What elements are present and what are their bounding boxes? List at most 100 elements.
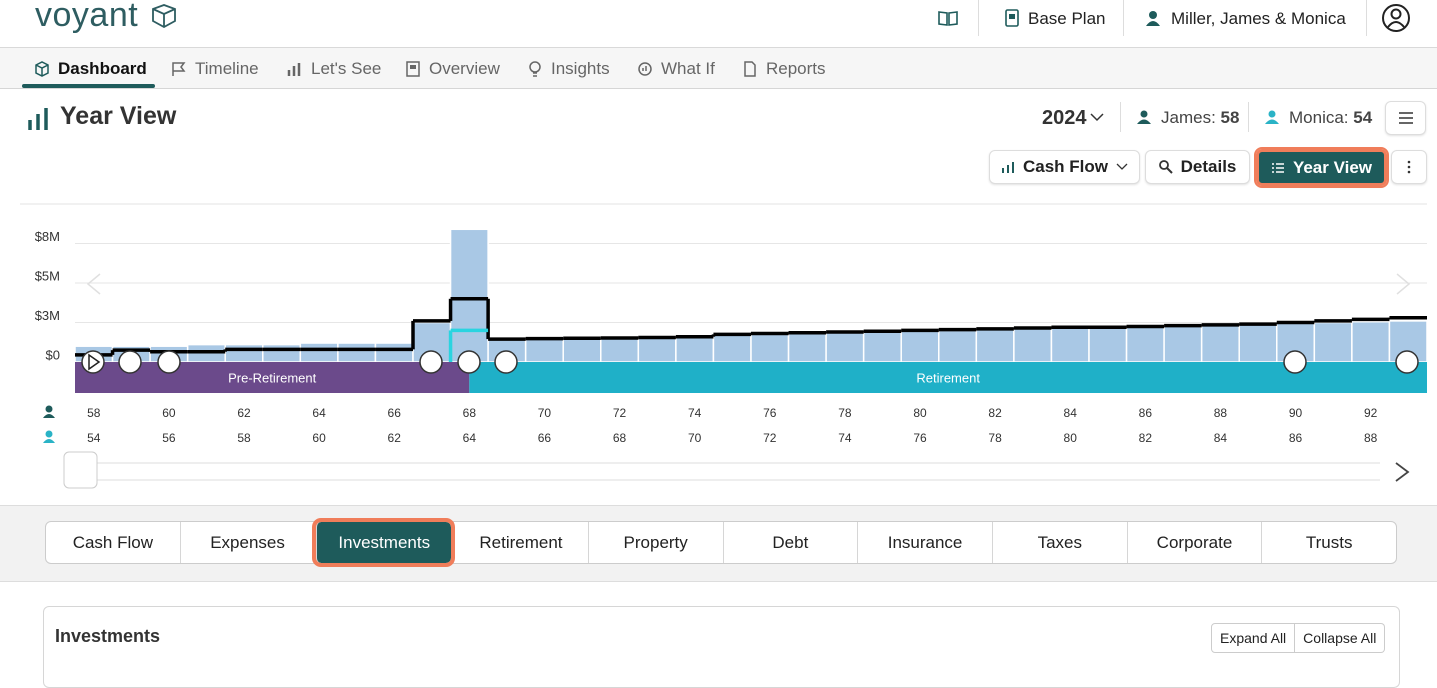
person-age: Monica: 54 — [1289, 108, 1372, 128]
bar — [562, 337, 602, 363]
tab-group: Cash Flow Expenses Investments Retiremen… — [45, 518, 1397, 567]
bar — [825, 332, 865, 363]
age-label: 56 — [162, 431, 176, 445]
person-icon — [1137, 110, 1151, 124]
tab[interactable]: Retirement — [453, 522, 588, 563]
chevron — [1116, 163, 1128, 170]
age-label: 68 — [463, 406, 477, 420]
bar — [299, 342, 339, 363]
button-label: Year View — [1292, 157, 1373, 177]
bar — [224, 343, 264, 363]
cashflow-dropdown[interactable]: Cash Flow — [989, 150, 1140, 184]
expand-button[interactable]: Expand All — [1211, 623, 1296, 653]
nav-label: Let's See — [311, 59, 382, 78]
bar — [262, 343, 302, 363]
person-name: James: — [1161, 108, 1216, 127]
age-label: 62 — [388, 431, 402, 445]
person-icon — [45, 405, 53, 413]
client-name[interactable]: Miller, James & Monica — [1171, 9, 1346, 28]
separator — [1123, 0, 1124, 36]
bar — [1313, 321, 1353, 363]
age-label: 86 — [1289, 431, 1303, 445]
tab[interactable]: Trusts — [1261, 522, 1396, 563]
user-icon[interactable] — [1381, 3, 1411, 33]
age-label: 88 — [1364, 431, 1378, 445]
button-label: Details — [1180, 157, 1237, 176]
bar — [712, 334, 752, 363]
age-label: 74 — [688, 406, 702, 420]
age-label: 76 — [913, 431, 927, 445]
age-label: 78 — [988, 431, 1002, 445]
nav-label: Overview — [429, 59, 500, 78]
event-icon — [419, 350, 443, 374]
slider-handle[interactable] — [63, 451, 98, 489]
tab[interactable]: Property — [587, 522, 723, 563]
bar — [374, 342, 414, 363]
plan-name[interactable]: Base Plan — [1028, 9, 1106, 28]
age-label: 84 — [1214, 431, 1228, 445]
phase-label: Retirement — [916, 370, 980, 385]
yearview-button[interactable]: Year View — [1254, 147, 1389, 188]
age-label: 64 — [463, 431, 477, 445]
age-label: 72 — [763, 431, 777, 445]
collapse-button[interactable]: Collapse All — [1295, 623, 1386, 653]
bar — [449, 228, 489, 363]
nav-arrow — [86, 273, 101, 295]
chevron — [1090, 113, 1104, 122]
search-icon — [1158, 160, 1173, 174]
nav-item[interactable]: Dashboard — [34, 59, 147, 79]
bar — [1125, 325, 1165, 363]
separator — [978, 0, 979, 36]
bar — [975, 328, 1015, 363]
bar — [337, 342, 377, 363]
event-icon — [118, 350, 142, 374]
age-label: 80 — [1064, 431, 1078, 445]
tab[interactable]: Cash Flow — [72, 532, 153, 552]
tab[interactable]: Investments — [312, 518, 456, 567]
bar — [900, 330, 940, 363]
age-label: 90 — [1289, 406, 1303, 420]
chart: $0 $3M $5M $8M Pre-Retirement Retirement 58 60 6… — [20, 203, 1428, 489]
bar — [1238, 323, 1278, 363]
nav-arrow — [1396, 273, 1411, 295]
details-button[interactable]: Details — [1145, 150, 1250, 184]
kebab-icon — [1407, 160, 1411, 174]
nav-icon — [638, 62, 652, 76]
event-icon — [494, 350, 518, 374]
nav-item[interactable]: Timeline — [171, 59, 259, 79]
guide-icon[interactable] — [938, 10, 958, 26]
nav-item[interactable]: Let's See — [287, 59, 381, 79]
nav-label: Insights — [551, 59, 610, 78]
active-underline — [22, 84, 155, 88]
tab[interactable]: Taxes — [991, 522, 1127, 563]
play-glyph — [88, 353, 101, 371]
tab[interactable]: Corporate — [1126, 522, 1262, 563]
age-value: 54 — [1353, 108, 1373, 127]
slider-next[interactable] — [1395, 462, 1410, 482]
nav-item[interactable]: What If — [637, 59, 715, 79]
nav-item[interactable]: Overview — [405, 59, 500, 79]
tab[interactable]: Expenses — [179, 522, 315, 563]
y-tick-label: $5M — [35, 268, 60, 283]
nav-bar: Dashboard Timeline Let's See Overview In… — [0, 48, 1437, 89]
age-label: 82 — [1139, 431, 1153, 445]
age-label: 66 — [538, 431, 552, 445]
more-button[interactable] — [1391, 150, 1427, 184]
bar — [750, 333, 790, 363]
age-label: 88 — [1214, 406, 1228, 420]
y-tick-label: $8M — [35, 229, 60, 244]
logo[interactable]: voyant — [35, 0, 139, 34]
nav-item[interactable]: Insights — [527, 59, 610, 79]
button-label: Cash Flow — [1022, 157, 1108, 176]
age-label: 60 — [312, 431, 326, 445]
nav-item[interactable]: Reports — [742, 59, 826, 79]
age-label: 72 — [613, 406, 627, 420]
year-select[interactable]: 2024 — [1042, 107, 1087, 129]
person-icon — [45, 430, 53, 438]
separator — [1248, 102, 1249, 132]
tab[interactable]: Insurance — [857, 522, 992, 563]
menu-button[interactable] — [1385, 101, 1426, 135]
tab[interactable]: Debt — [722, 522, 858, 563]
event-icon — [1283, 350, 1307, 374]
bar — [600, 336, 640, 363]
